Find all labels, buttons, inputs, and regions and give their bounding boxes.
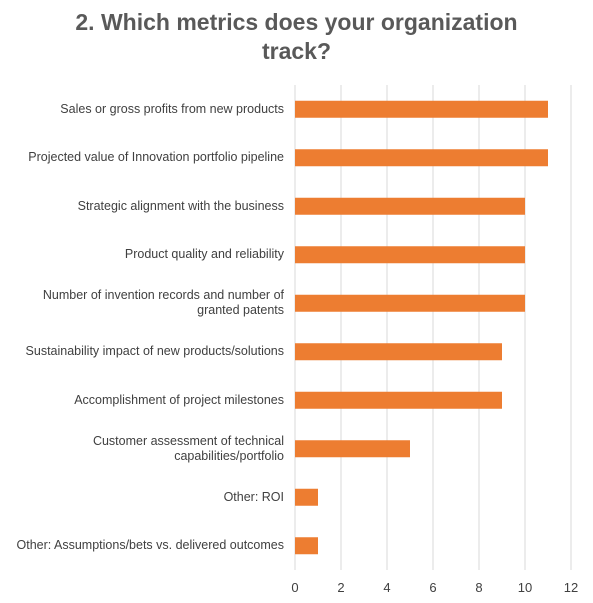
category-label: Strategic alignment with the business — [77, 198, 284, 213]
x-tick-label: 10 — [518, 580, 532, 595]
category-label: Accomplishment of project milestones — [74, 392, 284, 407]
bar — [295, 294, 525, 312]
category-label: Customer assessment of technical capabil… — [92, 433, 284, 463]
bar — [295, 343, 502, 361]
x-tick-label: 8 — [475, 580, 482, 595]
category-label-box: Projected value of Innovation portfolio … — [28, 150, 284, 165]
category-label: Other: ROI — [223, 489, 284, 504]
category-label: Number of invention records and number o… — [42, 288, 284, 318]
category-label: Sales or gross profits from new products — [60, 101, 284, 116]
bar — [295, 197, 525, 215]
bar — [295, 391, 502, 409]
category-label-box: Other: ROI — [223, 489, 284, 504]
x-tick-label: 4 — [383, 580, 390, 595]
bar — [295, 537, 318, 555]
bar — [295, 246, 525, 264]
category-label-box: Accomplishment of project milestones — [74, 392, 284, 407]
category-label-box: Other: Assumptions/bets vs. delivered ou… — [16, 538, 285, 553]
category-label: Sustainability impact of new products/so… — [25, 344, 284, 359]
category-label: Projected value of Innovation portfolio … — [28, 150, 284, 165]
chart-title: 2. Which metrics does your organization … — [75, 9, 518, 64]
category-label: Product quality and reliability — [124, 247, 284, 262]
bar — [295, 488, 318, 506]
category-label-box: Sales or gross profits from new products — [60, 101, 284, 116]
x-tick-label: 2 — [337, 580, 344, 595]
x-tick-label: 12 — [564, 580, 578, 595]
category-label: Other: Assumptions/bets vs. delivered ou… — [16, 538, 285, 553]
category-label-box: Customer assessment of technical capabil… — [92, 433, 284, 463]
category-label-box: Strategic alignment with the business — [77, 198, 284, 213]
category-label-box: Product quality and reliability — [124, 247, 284, 262]
x-tick-label: 6 — [429, 580, 436, 595]
bar — [295, 149, 548, 167]
x-tick-label: 0 — [291, 580, 298, 595]
category-label-box: Sustainability impact of new products/so… — [25, 344, 284, 359]
bar — [295, 100, 548, 118]
category-label-box: Number of invention records and number o… — [42, 288, 284, 318]
bar — [295, 440, 410, 458]
